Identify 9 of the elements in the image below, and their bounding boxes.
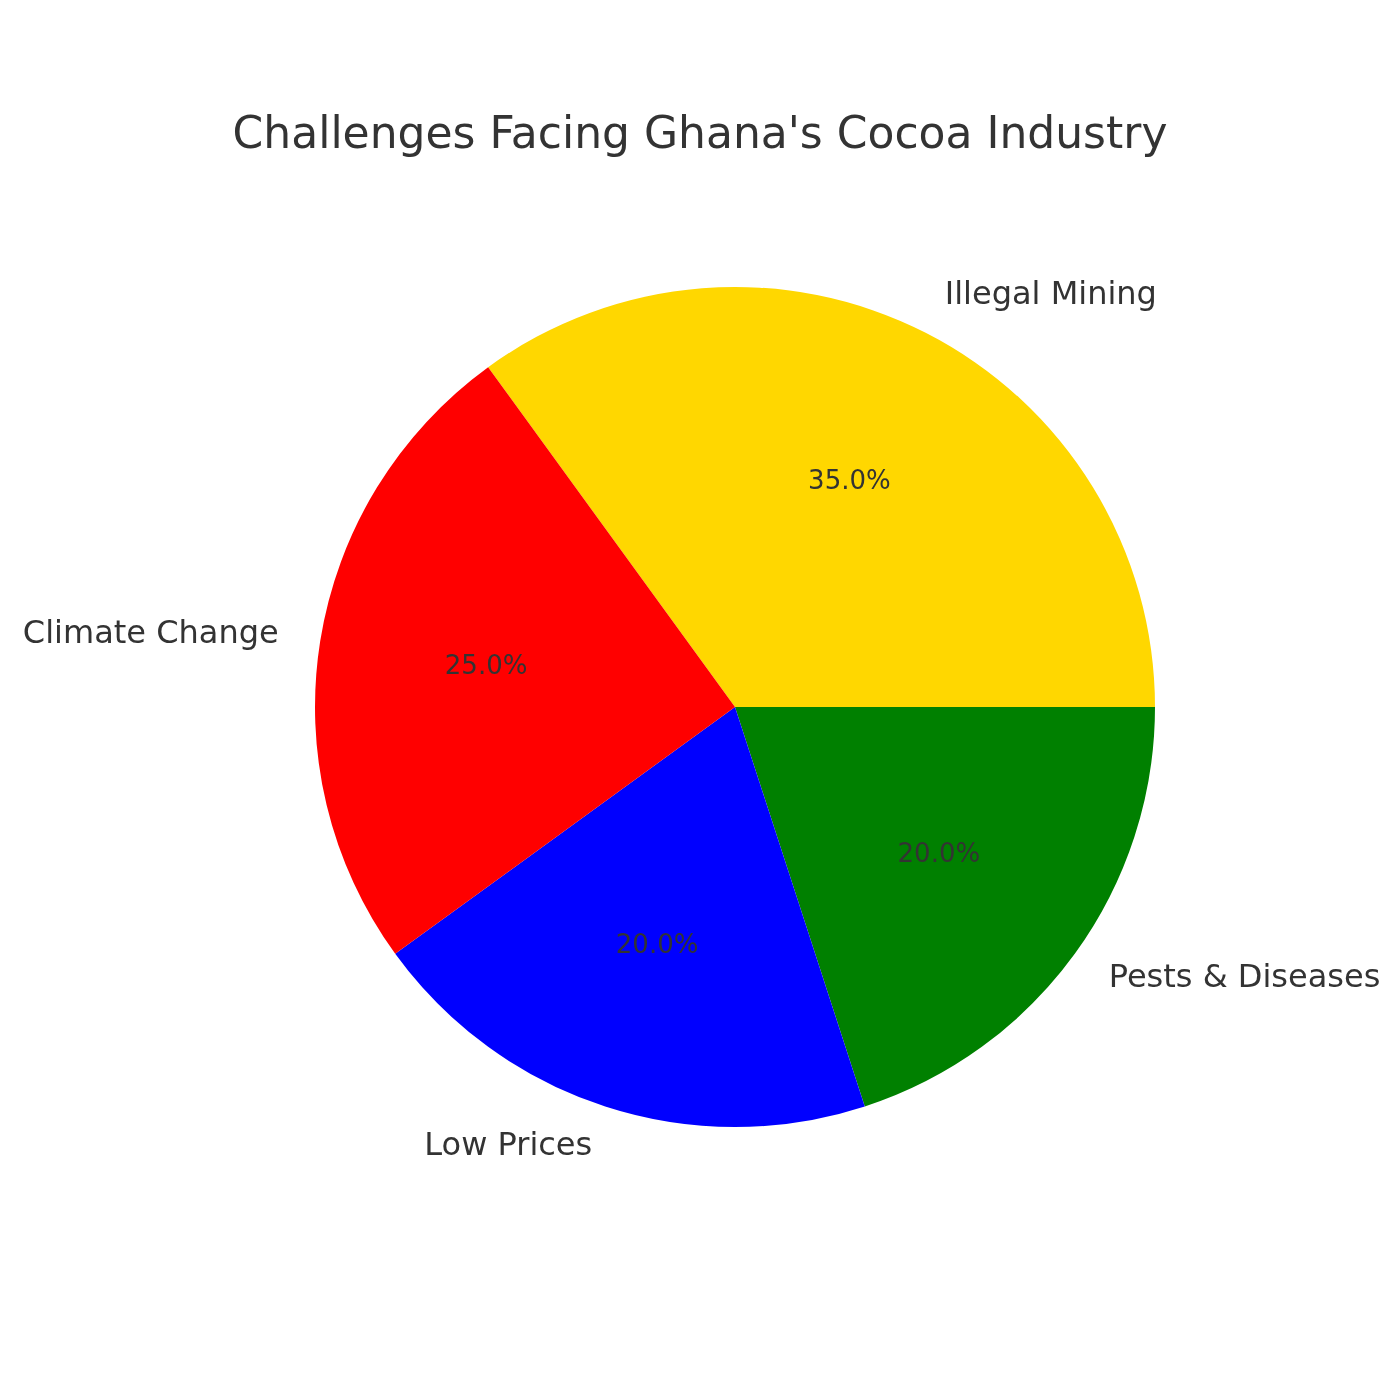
chart-title: Challenges Facing Ghana's Cocoa Industry xyxy=(232,107,1168,159)
data-label: 20.0% xyxy=(897,837,981,868)
slice-label: Pests & Diseases xyxy=(1108,956,1381,995)
slice-label: Climate Change xyxy=(22,613,279,652)
slice-label: Low Prices xyxy=(424,1124,593,1163)
data-label: 20.0% xyxy=(615,929,699,960)
data-label: 25.0% xyxy=(444,650,528,681)
data-label: 35.0% xyxy=(808,465,891,496)
slice-label: Illegal Mining xyxy=(944,273,1157,312)
